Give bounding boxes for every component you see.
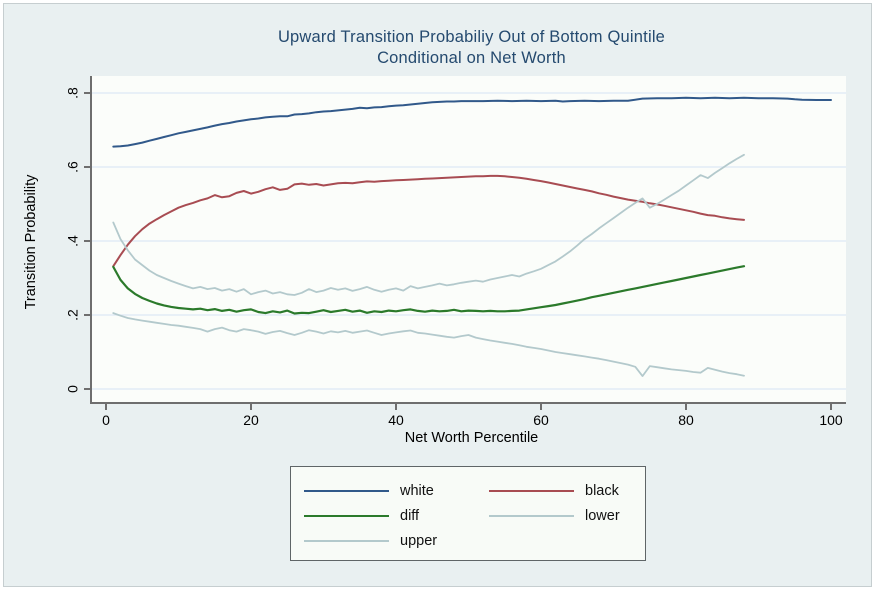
y-tick-label-0.6: .6 — [65, 161, 81, 173]
series-line-white — [112, 96, 832, 148]
legend-swatch-white — [304, 489, 389, 492]
legend-swatch-upper — [304, 539, 389, 542]
series-line-diff — [112, 265, 746, 315]
x-tick-label-100: 100 — [819, 412, 843, 428]
chart-title-line-1: Upward Transition Probabiliy Out of Bott… — [277, 28, 666, 46]
legend-swatch-lower — [489, 514, 574, 517]
legend-label-white: white — [400, 482, 434, 499]
legend-swatch-black — [489, 489, 574, 492]
x-tick-label-60: 60 — [533, 412, 549, 428]
legend-label-upper: upper — [400, 532, 438, 549]
x-tick-label-0: 0 — [102, 412, 110, 428]
legend: white black diff lower upper — [290, 466, 646, 561]
y-tick-label-0: 0 — [65, 385, 81, 393]
y-tick-label-0.2: .2 — [65, 309, 81, 321]
chart-title-line-2: Conditional on Net Worth — [377, 49, 566, 67]
legend-label-diff: diff — [400, 507, 420, 524]
series-line-lower — [112, 312, 745, 378]
graph-region: Upward Transition Probabiliy Out of Bott… — [3, 3, 872, 587]
legend-swatch-diff — [304, 514, 389, 517]
legend-label-black: black — [585, 482, 619, 499]
x-axis-title: Net Worth Percentile — [404, 430, 539, 446]
x-tick-label-20: 20 — [243, 412, 259, 428]
legend-label-lower: lower — [585, 507, 620, 524]
y-tick-label-0.8: .8 — [65, 87, 81, 99]
x-tick-label-40: 40 — [388, 412, 404, 428]
plot-canvas: 0 .2 .4 .6 .8 0 20 40 60 80 100 — [65, 76, 846, 428]
series-line-upper — [112, 153, 745, 296]
x-tick-label-80: 80 — [678, 412, 694, 428]
plot-region — [91, 76, 846, 403]
y-tick-label-0.4: .4 — [65, 235, 81, 247]
